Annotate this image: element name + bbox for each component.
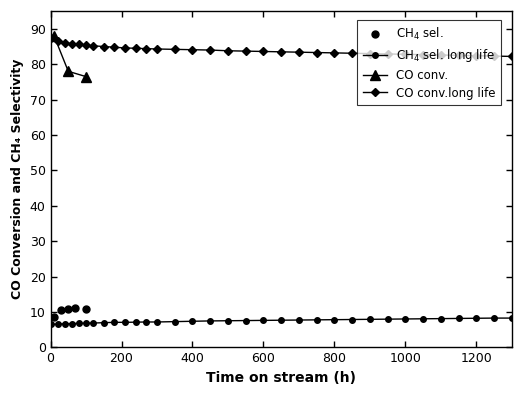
CH$_4$ sel.	[65, 306, 72, 311]
CO conv.long life	[420, 52, 426, 57]
Line: CO conv.: CO conv.	[49, 31, 91, 82]
CO conv.long life	[384, 51, 391, 56]
CO conv.long life	[83, 43, 89, 48]
CH$_4$ sel.	[58, 308, 64, 313]
CH$_4$ sel. long life	[278, 318, 285, 323]
CH$_4$ sel. long life	[189, 319, 196, 324]
CO conv.long life	[260, 49, 267, 54]
CO conv.long life	[438, 53, 444, 57]
CO conv.	[51, 34, 57, 38]
CO conv.long life	[509, 54, 515, 59]
CH$_4$ sel.	[72, 305, 78, 310]
CO conv.long life	[111, 45, 118, 50]
CH$_4$ sel. long life	[384, 317, 391, 322]
CH$_4$ sel. long life	[83, 321, 89, 326]
CO conv.long life	[402, 52, 408, 57]
CH$_4$ sel. long life	[349, 317, 355, 322]
CH$_4$ sel. long life	[473, 316, 480, 321]
CH$_4$ sel.	[83, 307, 89, 312]
Line: CH$_4$ sel.: CH$_4$ sel.	[51, 305, 89, 321]
CH$_4$ sel.	[51, 315, 57, 320]
CO conv.long life	[331, 51, 337, 55]
CO conv.long life	[90, 44, 96, 48]
CO conv.long life	[143, 46, 150, 51]
CH$_4$ sel. long life	[122, 320, 128, 325]
CO conv.long life	[296, 50, 302, 55]
CH$_4$ sel. long life	[296, 318, 302, 322]
CO conv.long life	[456, 53, 462, 58]
Line: CO conv.long life: CO conv.long life	[48, 35, 515, 59]
CH$_4$ sel. long life	[69, 321, 75, 326]
Legend: CH$_4$ sel., CH$_4$ sel. long life, CO conv., CO conv.long life: CH$_4$ sel., CH$_4$ sel. long life, CO c…	[357, 20, 502, 105]
CH$_4$ sel. long life	[420, 316, 426, 321]
X-axis label: Time on stream (h): Time on stream (h)	[206, 371, 356, 385]
CH$_4$ sel. long life	[402, 316, 408, 321]
CO conv.long life	[62, 41, 68, 46]
Y-axis label: CO Conversion and CH₄ Selectivity: CO Conversion and CH₄ Selectivity	[11, 59, 24, 299]
CH$_4$ sel. long life	[509, 316, 515, 320]
CH$_4$ sel. long life	[48, 322, 54, 327]
CO conv.long life	[314, 50, 320, 55]
CH$_4$ sel. long life	[331, 317, 337, 322]
CH$_4$ sel. long life	[438, 316, 444, 321]
CO conv.long life	[278, 50, 285, 54]
CH$_4$ sel. long life	[225, 318, 231, 323]
CO conv.long life	[132, 46, 139, 51]
CO conv.long life	[367, 51, 373, 56]
CH$_4$ sel. long life	[260, 318, 267, 323]
CO conv.long life	[172, 47, 178, 52]
CO conv.long life	[189, 48, 196, 52]
CH$_4$ sel. long life	[100, 320, 107, 325]
CH$_4$ sel. long life	[367, 317, 373, 322]
CH$_4$ sel. long life	[90, 321, 96, 326]
CO conv.long life	[100, 44, 107, 49]
CH$_4$ sel. long life	[243, 318, 249, 323]
CO conv.long life	[473, 53, 480, 58]
CO conv.	[83, 74, 89, 79]
CH$_4$ sel. long life	[456, 316, 462, 321]
CO conv.long life	[69, 41, 75, 46]
CO conv.long life	[154, 47, 160, 51]
CO conv.long life	[225, 48, 231, 53]
CH$_4$ sel. long life	[314, 318, 320, 322]
CH$_4$ sel. long life	[111, 320, 118, 325]
Line: CH$_4$ sel. long life: CH$_4$ sel. long life	[48, 315, 515, 327]
CH$_4$ sel. long life	[62, 322, 68, 326]
CO conv.	[65, 69, 72, 74]
CH$_4$ sel. long life	[132, 320, 139, 325]
CH$_4$ sel. long life	[154, 320, 160, 324]
CO conv.long life	[122, 46, 128, 50]
CH$_4$ sel. long life	[143, 320, 150, 324]
CH$_4$ sel. long life	[207, 318, 213, 323]
CO conv.long life	[243, 49, 249, 53]
CO conv.long life	[76, 42, 82, 47]
CO conv.long life	[207, 48, 213, 52]
CO conv.long life	[349, 51, 355, 55]
CO conv.long life	[491, 54, 497, 59]
CH$_4$ sel. long life	[172, 319, 178, 324]
CO conv.long life	[48, 35, 54, 40]
CH$_4$ sel. long life	[76, 321, 82, 326]
CH$_4$ sel. long life	[54, 322, 61, 326]
CH$_4$ sel. long life	[491, 316, 497, 320]
CO conv.long life	[54, 39, 61, 44]
